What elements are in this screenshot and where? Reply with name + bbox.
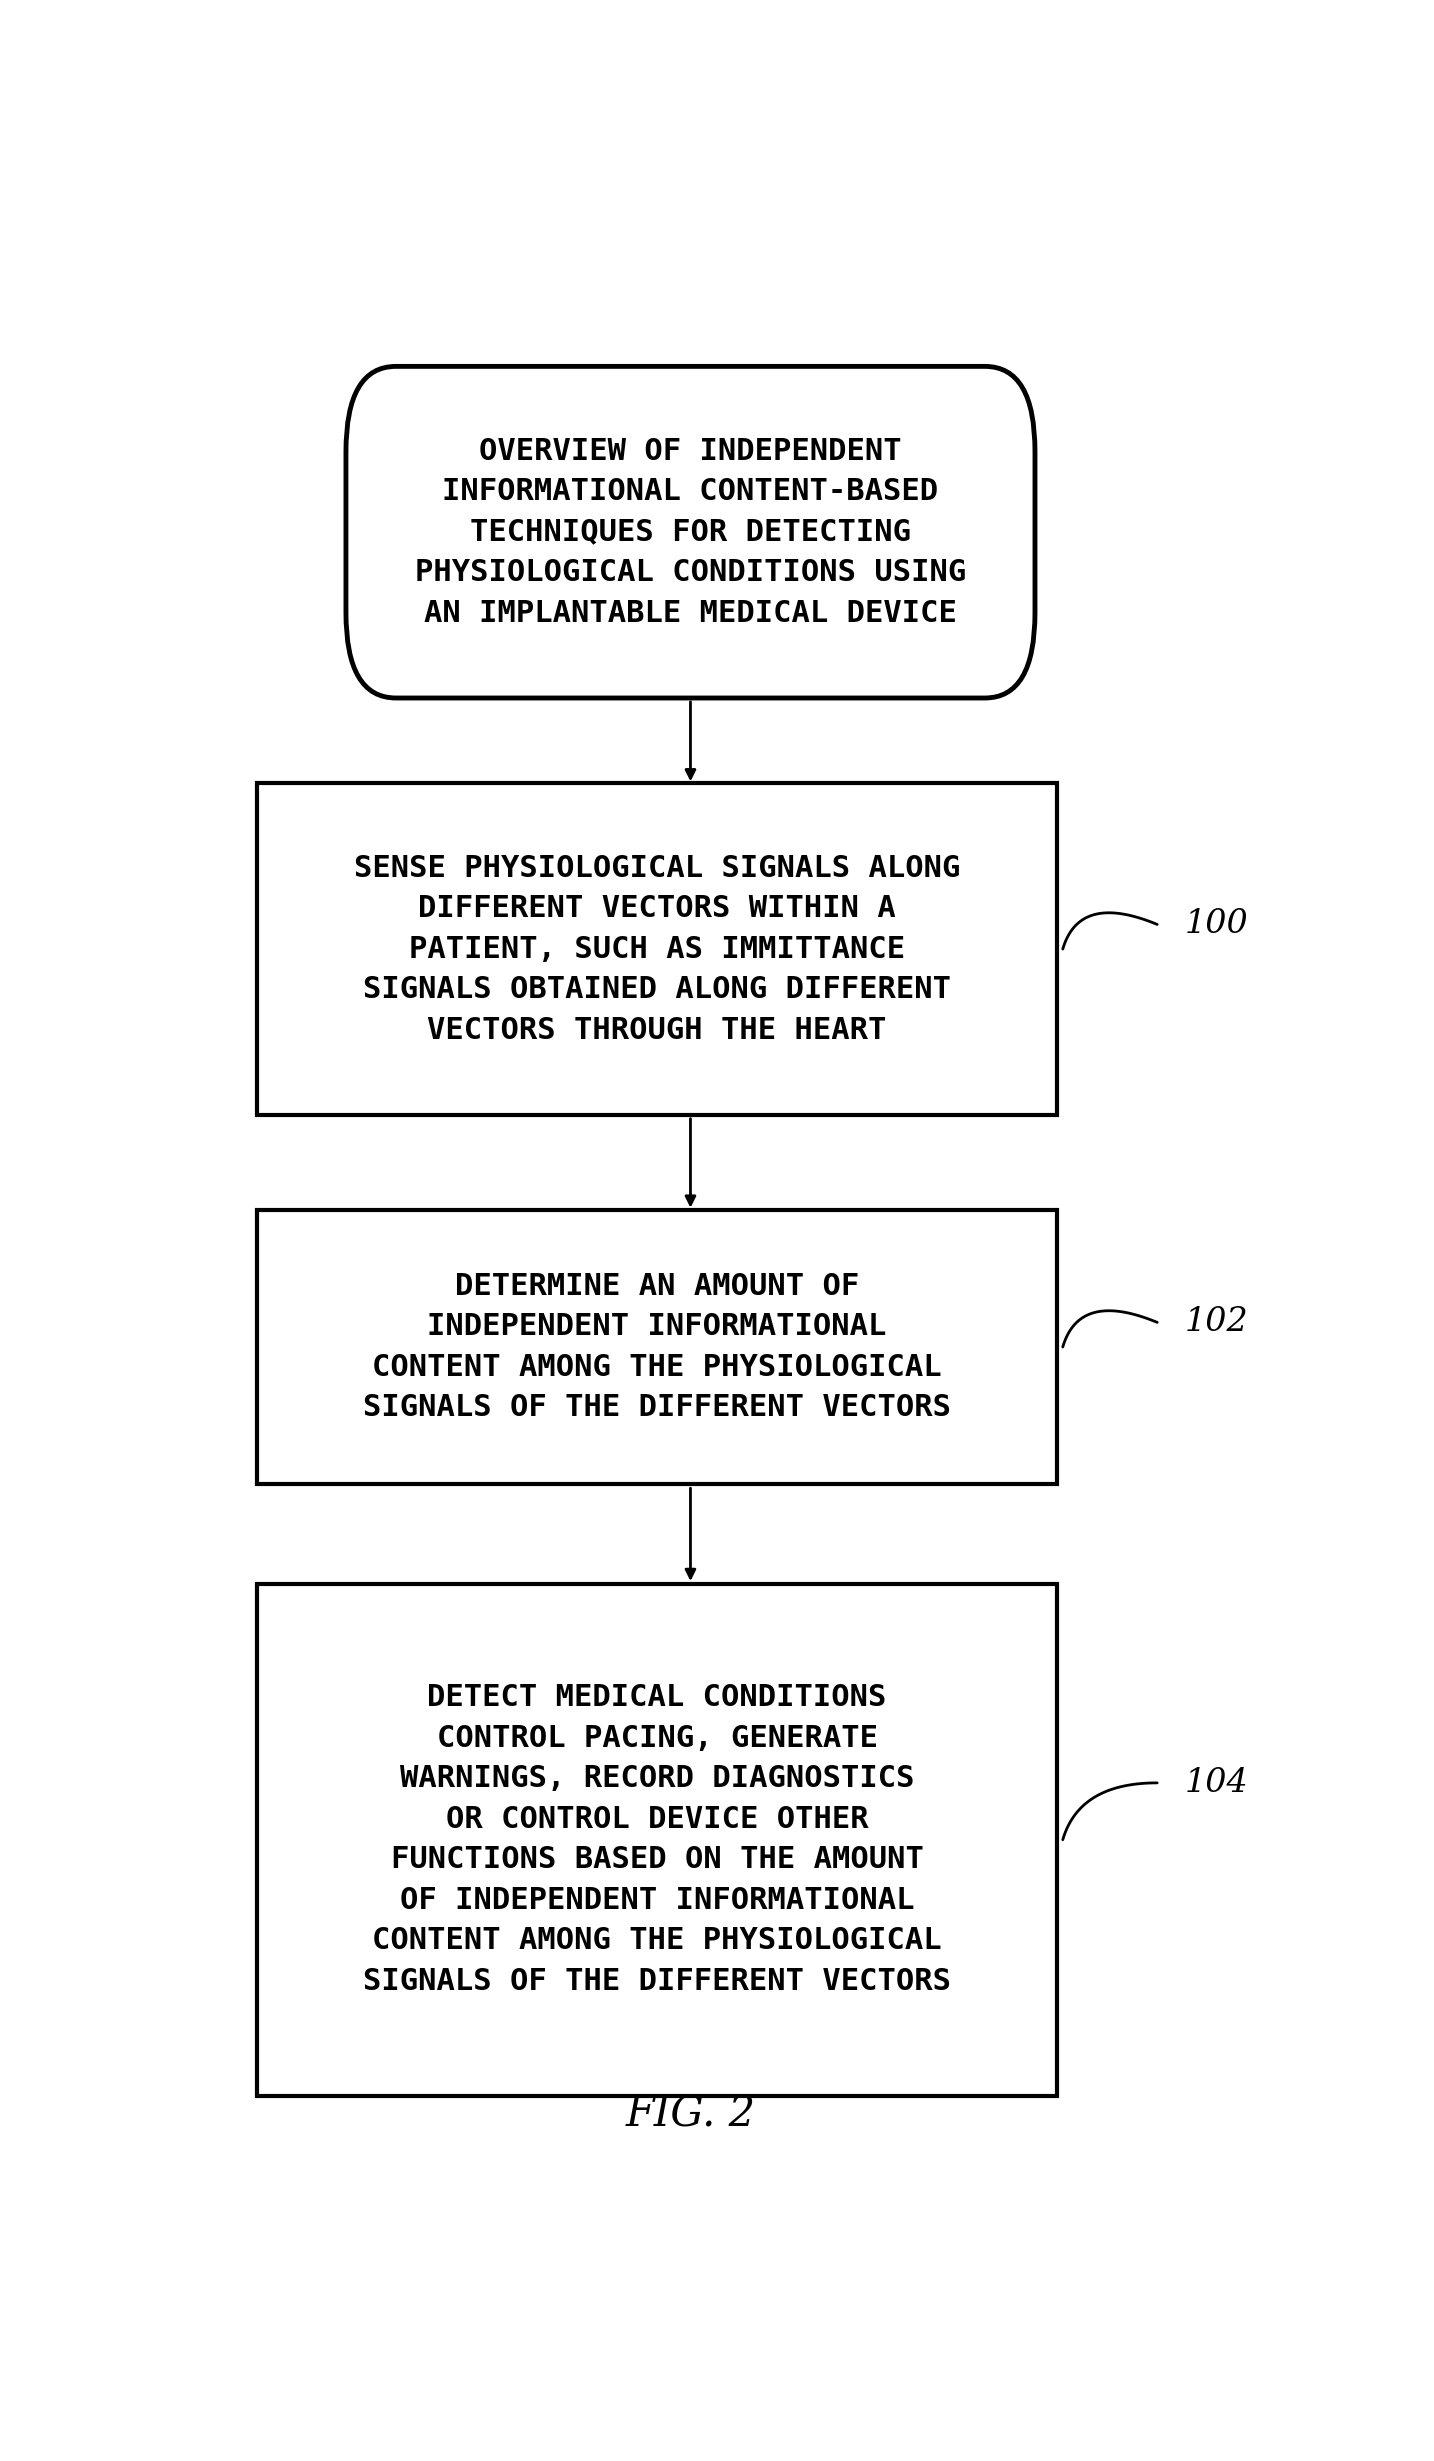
FancyBboxPatch shape: [346, 367, 1035, 699]
Text: OVERVIEW OF INDEPENDENT
INFORMATIONAL CONTENT-BASED
TECHNIQUES FOR DETECTING
PHY: OVERVIEW OF INDEPENDENT INFORMATIONAL CO…: [414, 436, 967, 628]
Text: DETECT MEDICAL CONDITIONS
CONTROL PACING, GENERATE
WARNINGS, RECORD DIAGNOSTICS
: DETECT MEDICAL CONDITIONS CONTROL PACING…: [363, 1683, 951, 1996]
Text: 100: 100: [1184, 908, 1249, 940]
FancyBboxPatch shape: [257, 1211, 1057, 1484]
FancyBboxPatch shape: [257, 783, 1057, 1115]
Text: 102: 102: [1184, 1307, 1249, 1339]
FancyBboxPatch shape: [257, 1585, 1057, 2097]
Text: FIG. 2: FIG. 2: [625, 2094, 756, 2136]
Text: SENSE PHYSIOLOGICAL SIGNALS ALONG
DIFFERENT VECTORS WITHIN A
PATIENT, SUCH AS IM: SENSE PHYSIOLOGICAL SIGNALS ALONG DIFFER…: [354, 854, 961, 1043]
Text: DETERMINE AN AMOUNT OF
INDEPENDENT INFORMATIONAL
CONTENT AMONG THE PHYSIOLOGICAL: DETERMINE AN AMOUNT OF INDEPENDENT INFOR…: [363, 1272, 951, 1422]
Text: 104: 104: [1184, 1767, 1249, 1799]
